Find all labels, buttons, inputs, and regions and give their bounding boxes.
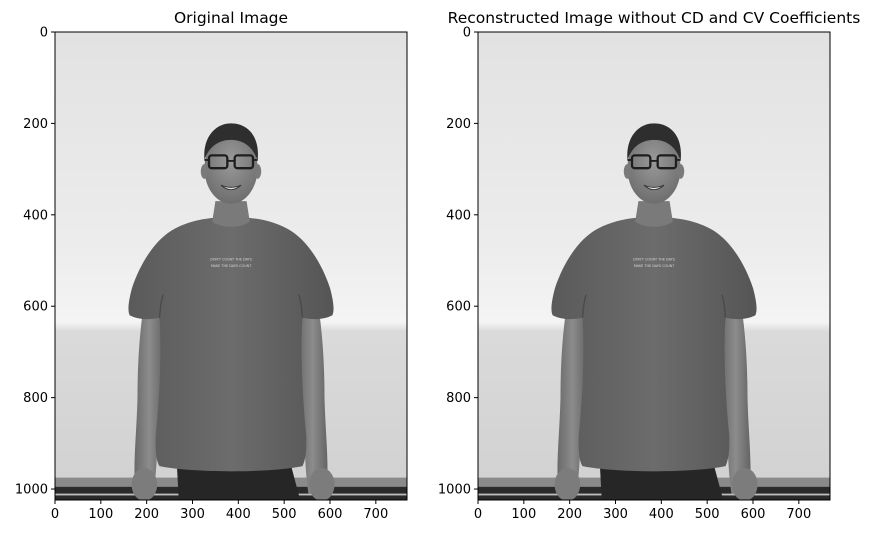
- axes-1: DON'T COUNT THE DAYS MAKE THE DAYS COUNT 0…: [15, 9, 408, 522]
- y-tick-label: 200: [23, 117, 48, 132]
- x-tick-label: 400: [226, 507, 251, 522]
- x-tick-label: 600: [741, 507, 766, 522]
- y-tick-label: 0: [463, 26, 471, 41]
- x-tick-label: 200: [557, 507, 582, 522]
- x-tick-label: 200: [134, 507, 159, 522]
- x-tick-label: 0: [474, 507, 482, 522]
- shirt-text: MAKE THE DAYS COUNT: [211, 264, 252, 268]
- shirt-text: DON'T COUNT THE DAYS: [633, 258, 675, 262]
- x-tick-label: 0: [51, 507, 59, 522]
- y-tick-label: 400: [446, 208, 471, 223]
- y-tick-label: 1000: [15, 483, 48, 498]
- x-tick-label: 500: [272, 507, 297, 522]
- y-tick-label: 1000: [438, 483, 471, 498]
- x-tick-label: 300: [603, 507, 628, 522]
- shirt-text: DON'T COUNT THE DAYS: [210, 258, 252, 262]
- axes-frame: [54, 31, 408, 501]
- y-tick-label: 800: [446, 391, 471, 406]
- y-tick-label: 200: [446, 117, 471, 132]
- x-tick-label: 600: [318, 507, 343, 522]
- image-plot: DON'T COUNT THE DAYS MAKE THE DAYS COUNT: [478, 32, 830, 500]
- chart-title: Original Image: [174, 9, 288, 27]
- y-tick-label: 600: [446, 300, 471, 315]
- x-tick-label: 700: [363, 507, 388, 522]
- image-plot: DON'T COUNT THE DAYS MAKE THE DAYS COUNT: [55, 32, 407, 500]
- x-tick-label: 400: [649, 507, 674, 522]
- x-tick-label: 700: [786, 507, 811, 522]
- x-tick-label: 100: [88, 507, 113, 522]
- axes-frame: [477, 31, 831, 501]
- y-tick-label: 600: [23, 300, 48, 315]
- x-tick-label: 300: [180, 507, 205, 522]
- x-tick-label: 100: [511, 507, 536, 522]
- chart-title: Reconstructed Image without CD and CV Co…: [448, 9, 861, 27]
- y-tick-label: 800: [23, 391, 48, 406]
- x-tick-label: 500: [695, 507, 720, 522]
- y-tick-label: 0: [40, 26, 48, 41]
- y-tick-label: 400: [23, 208, 48, 223]
- shirt-text: MAKE THE DAYS COUNT: [634, 264, 675, 268]
- axes-2: DON'T COUNT THE DAYS MAKE THE DAYS COUNT 0…: [438, 9, 860, 522]
